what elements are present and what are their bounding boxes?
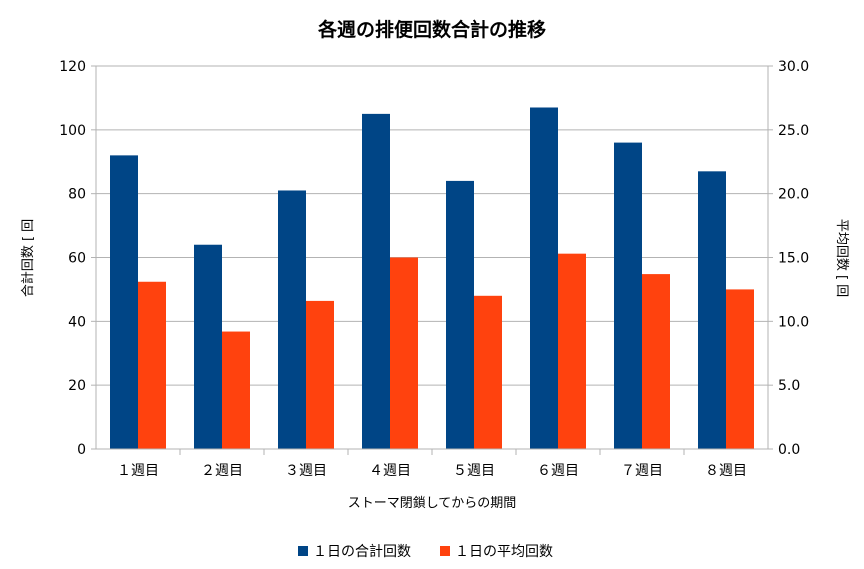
left-y-tick-label: 60	[68, 251, 86, 267]
chart-title: 各週の排便回数合計の推移	[317, 18, 546, 41]
left-y-tick-label: 120	[59, 59, 86, 75]
bars	[110, 107, 754, 449]
right-y-tick-label: 10.0	[778, 314, 809, 330]
x-tick-label: １週目	[117, 463, 159, 479]
right-y-tick-label: 25.0	[778, 123, 809, 139]
right-y-tick-label: 30.0	[778, 59, 809, 75]
left-y-tick-label: 40	[68, 314, 86, 330]
left-y-tick-label: 100	[59, 123, 86, 139]
legend: １日の合計回数 １日の平均回数	[298, 544, 553, 560]
legend-label: １日の平均回数	[455, 544, 553, 560]
bar-average	[306, 300, 334, 449]
left-y-axis-label: 合計回数 [ 回	[20, 219, 36, 297]
bar-average	[474, 295, 502, 449]
right-y-tick-label: 0.0	[778, 442, 800, 458]
legend-swatch	[440, 546, 450, 556]
x-axis-label: ストーマ閉鎖してからの期間	[348, 495, 517, 511]
left-y-tick-label: 20	[68, 378, 86, 394]
right-y-tick-label: 5.0	[778, 378, 800, 394]
bar-total	[194, 244, 222, 449]
x-tick-label: ２週目	[201, 463, 243, 479]
x-tick-label: ５週目	[453, 463, 495, 479]
right-y-tick-label: 15.0	[778, 251, 809, 267]
bar-total	[698, 171, 726, 449]
x-tick-label: ４週目	[369, 463, 411, 479]
legend-swatch	[298, 546, 308, 556]
right-y-ticks: 0.0 5.0 10.0 15.0 20.0 25.0 30.0	[768, 59, 809, 458]
bar-average	[138, 281, 166, 449]
bar-average	[642, 274, 670, 449]
left-y-ticks: 0 20 40 60 80 100 120	[59, 59, 96, 458]
bar-average	[390, 257, 418, 449]
x-ticks: １週目 ２週目 ３週目 ４週目 ５週目 ６週目 ７週目 ８週目	[117, 449, 747, 479]
bar-total	[278, 190, 306, 449]
x-tick-label: ８週目	[705, 463, 747, 479]
legend-label: １日の合計回数	[313, 544, 411, 560]
right-y-tick-label: 20.0	[778, 187, 809, 203]
bar-average	[726, 289, 754, 449]
bar-average	[222, 331, 250, 449]
left-y-tick-label: 80	[68, 187, 86, 203]
bar-average	[558, 253, 586, 449]
right-y-axis-label: 平均回数 [ 回	[834, 219, 849, 297]
bar-total	[530, 107, 558, 449]
left-y-tick-label: 0	[77, 442, 86, 458]
bar-total	[110, 155, 138, 449]
x-tick-label: ３週目	[285, 463, 327, 479]
bar-total	[446, 180, 474, 449]
bar-total	[362, 113, 390, 449]
x-tick-label: ７週目	[621, 463, 663, 479]
bar-total	[614, 142, 642, 449]
x-tick-label: ６週目	[537, 463, 579, 479]
